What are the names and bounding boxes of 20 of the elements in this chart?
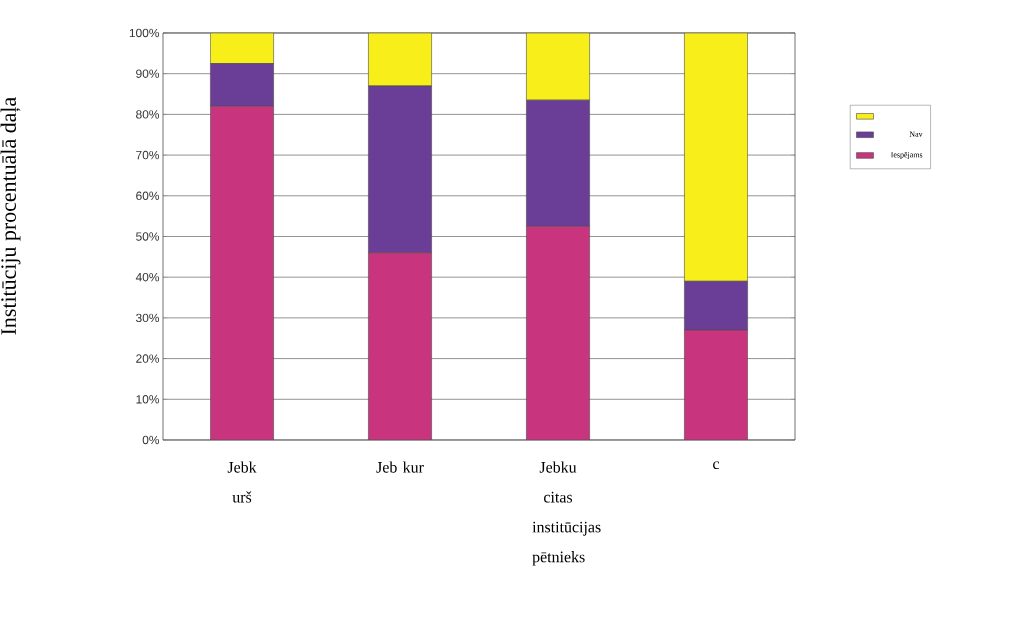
y-tick-label: 30% — [136, 313, 160, 323]
y-tick-label: 20% — [136, 354, 160, 363]
bar — [210, 105, 274, 440]
x-tick-label: Jebk urš — [227, 461, 257, 503]
bar — [526, 226, 590, 440]
y-tick-label: 60% — [136, 191, 160, 201]
y-tick-label: 0% — [142, 435, 160, 445]
y-tick-label: 70% — [136, 150, 160, 160]
y-tick-label: 10% — [136, 395, 160, 404]
bar — [368, 252, 432, 440]
x-tick-label: Jeb kur — [376, 461, 424, 473]
y-tick-label: 80% — [136, 110, 160, 119]
y-tick-label: 100% — [129, 28, 160, 38]
bar — [684, 329, 748, 440]
x-tick-label: c — [713, 461, 720, 470]
y-tick-label: 40% — [135, 272, 160, 282]
y-tick-label: 50% — [136, 232, 160, 241]
y-tick-label: 90% — [136, 69, 160, 78]
category-label: Jebku citas institūcijas pētnieks — [532, 461, 601, 566]
y-axis-title: Institūciju procentuālā daļa — [0, 97, 21, 335]
